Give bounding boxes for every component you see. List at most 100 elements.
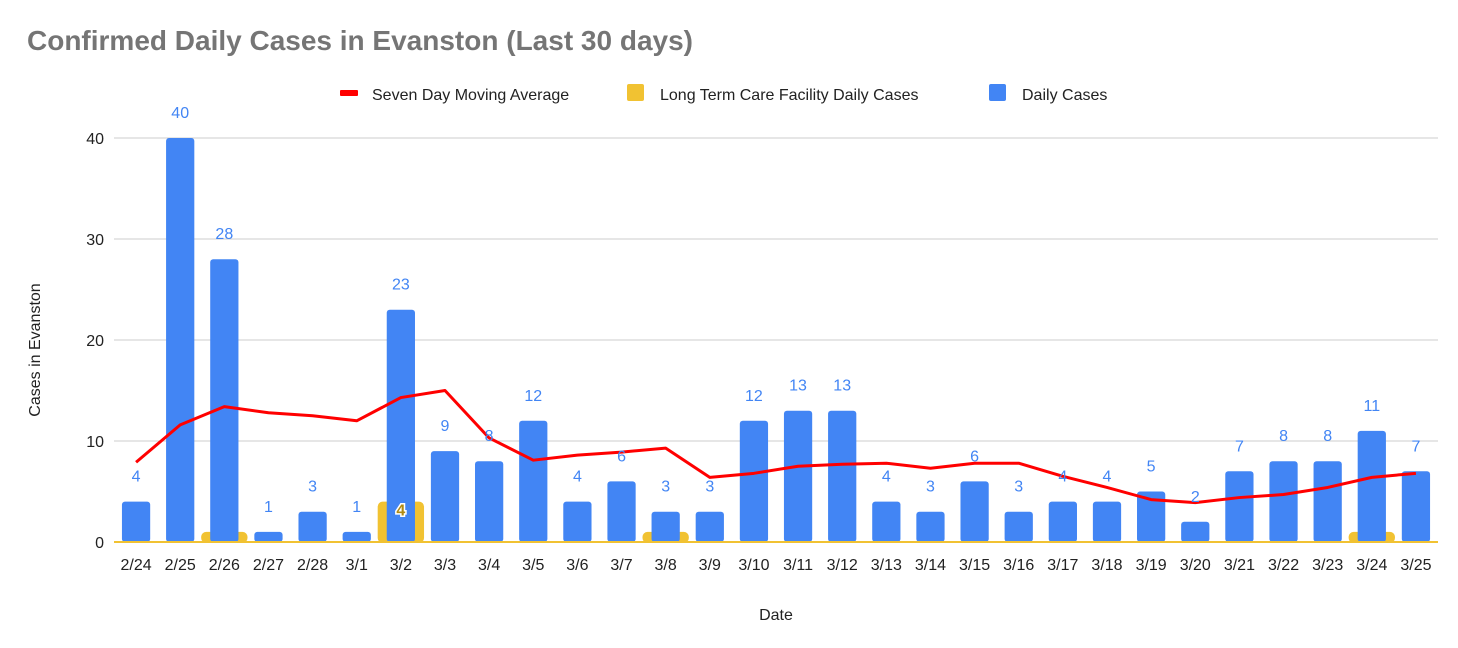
x-tick-label: 3/14	[915, 557, 946, 574]
legend-item-moving-average[interactable]: Seven Day Moving Average	[340, 87, 569, 104]
daily-case-bar	[519, 420, 548, 542]
daily-case-bar	[872, 501, 901, 542]
legend-item-daily-cases[interactable]: Daily Cases	[989, 84, 1107, 104]
daily-case-bar	[386, 309, 415, 542]
legend-swatch-moving-average	[340, 90, 358, 96]
daily-case-label: 8	[1279, 428, 1288, 445]
x-tick-label: 3/1	[346, 557, 368, 574]
daily-case-label: 4	[573, 469, 582, 486]
daily-case-label: 12	[524, 388, 542, 405]
daily-case-bar	[1181, 521, 1210, 542]
legend-item-ltcf[interactable]: Long Term Care Facility Daily Cases	[627, 84, 918, 104]
daily-case-bar	[475, 461, 504, 542]
legend: Seven Day Moving Average Long Term Care …	[340, 84, 1107, 104]
legend-swatch-ltcf	[627, 84, 644, 101]
daily-case-bar	[1401, 471, 1431, 542]
daily-case-label: 13	[789, 378, 807, 395]
daily-case-bar	[166, 138, 195, 542]
daily-case-bar	[783, 410, 813, 542]
chart-title: Confirmed Daily Cases in Evanston (Last …	[27, 25, 693, 56]
gridlines	[114, 137, 1438, 442]
x-tick-label: 3/11	[783, 557, 813, 574]
daily-case-bar	[1313, 461, 1342, 542]
moving-average-line	[135, 389, 1417, 505]
daily-case-label: 1	[264, 499, 273, 516]
x-tick-label: 3/16	[1003, 557, 1034, 574]
daily-case-label: 4	[1103, 469, 1112, 486]
x-tick-label: 3/18	[1091, 557, 1122, 574]
y-tick-label: 40	[86, 131, 104, 148]
x-tick-label: 3/8	[655, 557, 677, 574]
daily-case-bar	[828, 410, 857, 542]
daily-case-label: 9	[441, 418, 450, 435]
x-tick-label: 3/25	[1400, 557, 1431, 574]
x-tick-label: 3/23	[1312, 557, 1343, 574]
daily-case-bar	[1269, 461, 1298, 542]
daily-case-label: 5	[1147, 459, 1156, 476]
legend-label-daily-cases: Daily Cases	[1022, 87, 1107, 104]
daily-case-label: 23	[392, 277, 410, 294]
x-tick-label: 3/9	[699, 557, 721, 574]
daily-case-bar	[1092, 501, 1122, 542]
daily-case-bar	[1225, 471, 1254, 542]
x-tick-label: 2/25	[165, 557, 196, 574]
x-tick-label: 2/28	[297, 557, 328, 574]
daily-case-label: 4	[882, 469, 891, 486]
daily-case-label: 4	[1058, 469, 1067, 486]
daily-case-label: 40	[171, 105, 189, 122]
x-axis-ticks: 2/24 2/25 2/26 2/27 2/28 3/1 3/2 3/3 3/4 3/5 3/6 3/…	[120, 557, 1431, 574]
x-tick-label: 2/26	[209, 557, 240, 574]
x-tick-label: 3/19	[1136, 557, 1167, 574]
daily-case-label: 7	[1235, 438, 1244, 455]
daily-case-label: 12	[745, 388, 763, 405]
daily-case-bar	[651, 511, 680, 542]
x-tick-label: 3/13	[871, 557, 902, 574]
daily-case-bar	[739, 420, 769, 542]
x-tick-label: 3/3	[434, 557, 456, 574]
daily-case-label: 2	[1191, 489, 1200, 506]
moving-average-line-group	[135, 389, 1417, 505]
legend-label-moving-average: Seven Day Moving Average	[372, 87, 569, 104]
daily-case-bar	[916, 511, 945, 542]
daily-case-bar	[210, 259, 239, 542]
daily-case-label: 1	[352, 499, 361, 516]
x-tick-label: 2/24	[120, 557, 151, 574]
x-tick-label: 3/21	[1224, 557, 1255, 574]
daily-case-bar	[254, 531, 283, 542]
x-tick-label: 2/27	[253, 557, 284, 574]
y-tick-label: 30	[86, 232, 104, 249]
daily-case-label: 3	[926, 479, 935, 496]
daily-case-bar	[1137, 491, 1166, 542]
x-tick-label: 3/2	[390, 557, 412, 574]
daily-case-bar	[607, 481, 636, 542]
y-axis-ticks: 0 10 20 30 40	[86, 131, 104, 552]
daily-case-bar	[960, 481, 989, 542]
daily-case-label: 3	[308, 479, 317, 496]
x-tick-label: 3/6	[566, 557, 588, 574]
legend-label-ltcf: Long Term Care Facility Daily Cases	[660, 87, 918, 104]
daily-case-label: 3	[661, 479, 670, 496]
x-tick-label: 3/15	[959, 557, 990, 574]
daily-case-label: 3	[1014, 479, 1023, 496]
x-tick-label: 3/7	[610, 557, 632, 574]
daily-case-label: 8	[485, 428, 494, 445]
ltcf-data-labels: 4	[395, 501, 407, 521]
daily-case-bar	[298, 511, 327, 542]
daily-case-bar	[430, 451, 460, 542]
daily-case-bar	[695, 511, 724, 542]
daily-case-bar	[563, 501, 592, 542]
x-tick-label: 3/24	[1356, 557, 1387, 574]
x-axis-title: Date	[759, 607, 793, 624]
daily-case-bars	[121, 138, 1431, 542]
daily-case-bar	[121, 501, 151, 542]
x-tick-label: 3/10	[738, 557, 769, 574]
x-tick-label: 3/12	[827, 557, 858, 574]
daily-case-label: 8	[1323, 428, 1332, 445]
x-tick-label: 3/17	[1047, 557, 1078, 574]
daily-case-label: 28	[215, 226, 233, 243]
x-tick-label: 3/4	[478, 557, 500, 574]
y-tick-label: 20	[86, 333, 104, 350]
x-tick-label: 3/5	[522, 557, 544, 574]
daily-case-bar	[1357, 430, 1386, 542]
